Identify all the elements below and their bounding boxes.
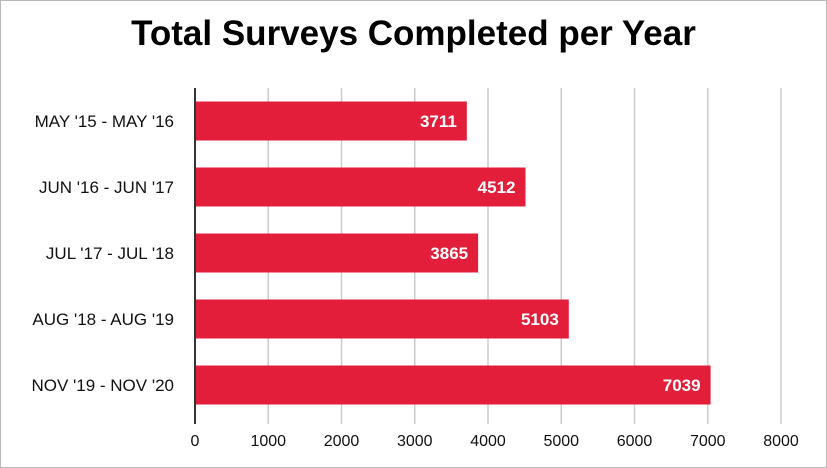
- x-tick-label: 3000: [397, 433, 433, 450]
- category-label: JUN '16 - JUN '17: [39, 178, 174, 197]
- x-tick-label: 6000: [617, 433, 653, 450]
- x-tick-label: 2000: [324, 433, 360, 450]
- bars: [195, 101, 711, 405]
- bar: [195, 365, 711, 405]
- category-label: MAY '15 - MAY '16: [35, 112, 174, 131]
- x-tick-label: 5000: [543, 433, 579, 450]
- category-label: AUG '18 - AUG '19: [32, 310, 174, 329]
- bar: [195, 167, 526, 207]
- data-label: 5103: [521, 310, 559, 329]
- x-tick-label: 0: [191, 433, 200, 450]
- x-tick-label: 8000: [763, 433, 799, 450]
- category-label: NOV '19 - NOV '20: [31, 376, 174, 395]
- x-tick-label: 4000: [470, 433, 506, 450]
- x-tick-label: 1000: [250, 433, 286, 450]
- category-label: JUL '17 - JUL '18: [46, 244, 174, 263]
- chart-title: Total Surveys Completed per Year: [131, 14, 696, 53]
- data-label: 3865: [430, 244, 468, 263]
- data-label: 4512: [478, 178, 516, 197]
- data-label: 3711: [420, 112, 457, 131]
- bar: [195, 101, 467, 141]
- bar: [195, 299, 569, 339]
- data-label: 7039: [663, 376, 701, 395]
- x-tick-label: 7000: [690, 433, 726, 450]
- bar: [195, 233, 479, 273]
- labels: 0 1000 2000 3000 4000 5000 6000 7000 8000 3711 MAY…: [31, 112, 798, 450]
